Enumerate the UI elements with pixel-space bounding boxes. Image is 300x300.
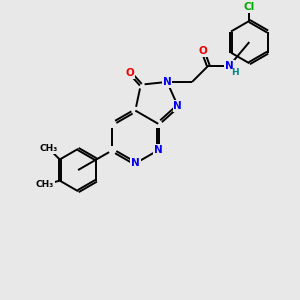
- Text: N: N: [163, 77, 172, 87]
- Text: N: N: [154, 145, 163, 155]
- Text: Cl: Cl: [244, 2, 255, 12]
- Text: CH₃: CH₃: [40, 144, 58, 153]
- Text: N: N: [173, 101, 182, 111]
- Text: CH₃: CH₃: [36, 180, 54, 189]
- Text: H: H: [231, 68, 238, 77]
- Text: O: O: [199, 46, 207, 56]
- Text: O: O: [126, 68, 134, 78]
- Text: N: N: [225, 61, 234, 71]
- Text: N: N: [131, 158, 140, 168]
